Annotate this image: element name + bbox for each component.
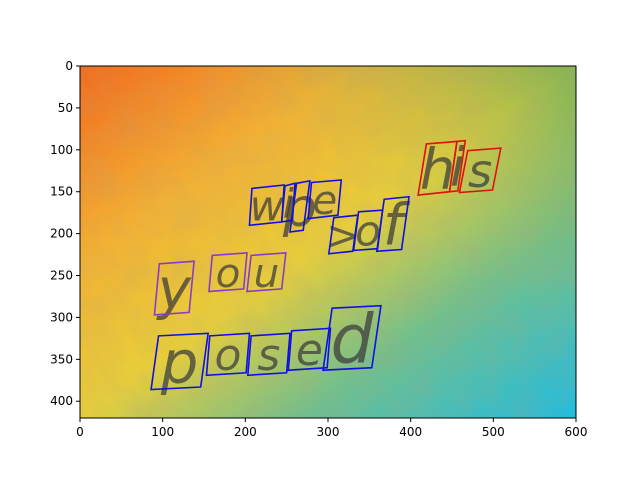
photo-glyph: s <box>257 330 280 381</box>
char-bounding-box <box>307 179 343 220</box>
photo-glyph: s <box>468 144 492 198</box>
char-bounding-box <box>448 139 467 193</box>
y-tick-label: 50 <box>58 101 73 115</box>
y-tick-label: 300 <box>50 310 73 324</box>
y-tick-label: 250 <box>50 269 73 283</box>
char-bounding-box <box>150 332 210 391</box>
x-tick-label: 0 <box>76 425 84 439</box>
y-tick-label: 0 <box>65 59 73 73</box>
annotation-boxes <box>150 139 502 391</box>
char-bounding-box <box>205 332 251 377</box>
x-tick-label: 500 <box>482 425 505 439</box>
char-bounding-box <box>153 260 195 316</box>
photo-glyph: y <box>156 257 192 322</box>
x-tick-label: 200 <box>234 425 257 439</box>
x-tick-label: 600 <box>565 425 588 439</box>
photo-glyph: p <box>160 328 198 397</box>
char-bounding-box <box>208 252 248 293</box>
char-bounding-box <box>287 327 332 372</box>
y-tick-label: 150 <box>50 185 73 199</box>
x-axis: 0 100 200 300 400 500 600 <box>76 418 587 439</box>
x-tick-label: 100 <box>151 425 174 439</box>
photo-glyph: d <box>330 299 374 378</box>
char-bounding-box <box>322 304 382 372</box>
char-bounding-box <box>375 195 410 253</box>
y-tick-label: 100 <box>50 143 73 157</box>
x-tick-label: 400 <box>399 425 422 439</box>
char-bounding-box <box>246 252 287 293</box>
char-bounding-box <box>289 179 311 233</box>
y-axis: 0 50 100 150 200 250 300 350 400 <box>50 59 80 408</box>
char-bounding-box <box>280 182 296 223</box>
y-tick-label: 350 <box>50 352 73 366</box>
y-tick-label: 200 <box>50 227 73 241</box>
y-tick-label: 400 <box>50 394 73 408</box>
char-bounding-box <box>458 147 502 194</box>
char-bounding-box <box>246 332 291 377</box>
x-tick-label: 300 <box>317 425 340 439</box>
